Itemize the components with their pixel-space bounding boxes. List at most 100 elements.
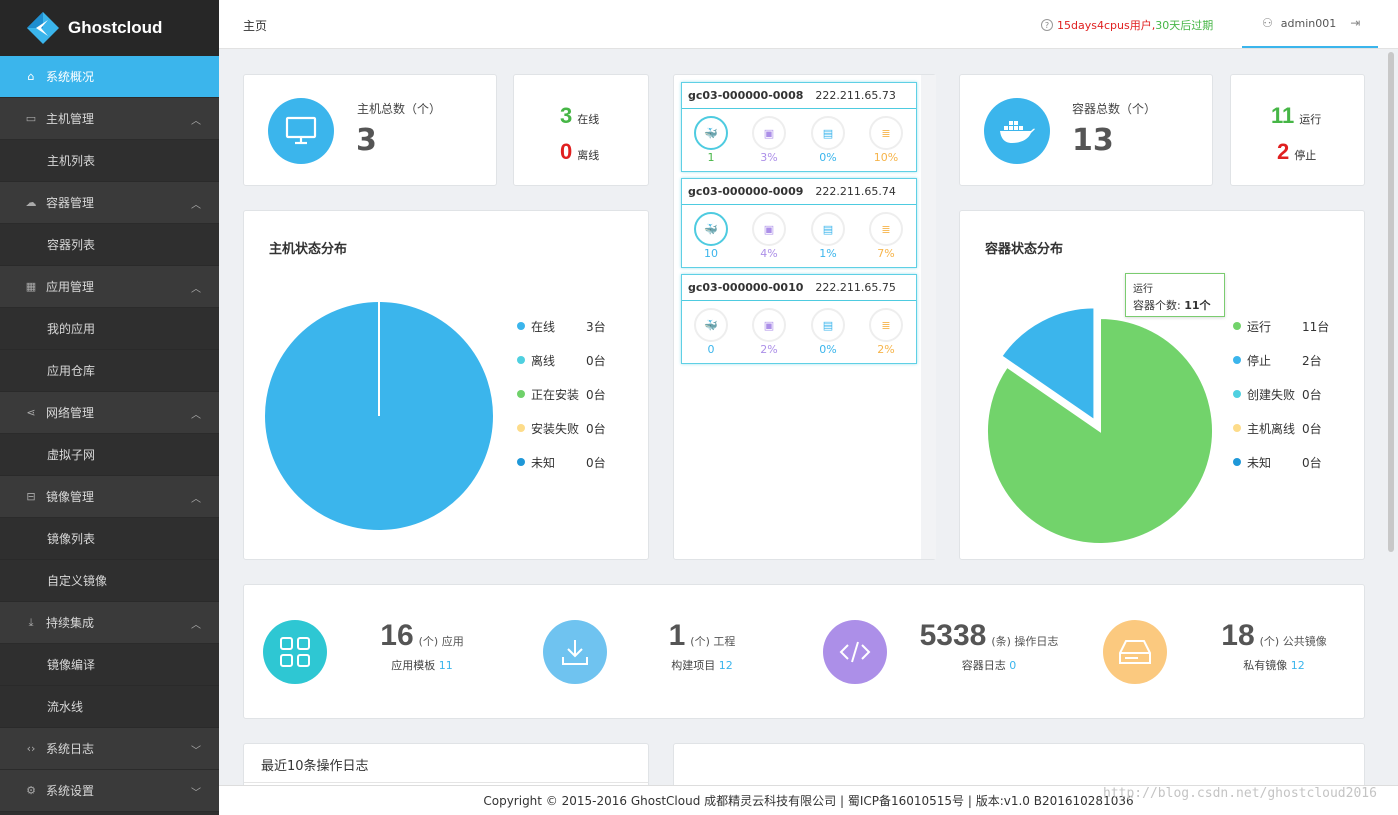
legend-item[interactable]: 未知 0台 xyxy=(517,445,606,479)
legend-item[interactable]: 正在安装 0台 xyxy=(517,377,606,411)
sidebar-item-label: 网络管理 xyxy=(46,406,95,420)
host-list-scrollbar[interactable] xyxy=(921,75,936,559)
disk-icon: ≣ xyxy=(869,308,903,342)
container-running-count: 11 xyxy=(1271,103,1295,128)
page-scrollbar[interactable] xyxy=(1388,52,1394,552)
disk-usage: 10% xyxy=(873,151,899,164)
host-ip: 222.211.65.73 xyxy=(815,89,896,102)
legend-item[interactable]: 主机离线 0台 xyxy=(1233,411,1329,445)
sidebar-item-host-list[interactable]: 主机列表 xyxy=(0,140,219,182)
log-stat: 5338 (条) 操作日志 容器日志 0 xyxy=(904,619,1074,673)
container-log-count[interactable]: 0 xyxy=(1009,659,1017,672)
sidebar-item-custom-image[interactable]: 自定义镜像 xyxy=(0,560,219,602)
sidebar-item-container-management[interactable]: ☁ 容器管理 ︿ xyxy=(0,182,219,224)
disk-icon: ≣ xyxy=(869,212,903,246)
home-icon: ⌂ xyxy=(27,70,35,83)
host-item[interactable]: gc03-000000-0008 222.211.65.73 🐳 1 ▣ 3% ▤ 0%… xyxy=(681,82,917,172)
host-item[interactable]: gc03-000000-0009 222.211.65.74 🐳 10 ▣ 4% ▤ 1… xyxy=(681,178,917,268)
sidebar-item-overview[interactable]: ⌂ 系统概况 xyxy=(0,56,219,98)
docker-icon xyxy=(984,98,1050,164)
app-unit: (个) 应用 xyxy=(418,635,464,648)
legend-item[interactable]: 停止 2台 xyxy=(1233,343,1329,377)
pie-slice[interactable] xyxy=(1000,306,1096,423)
legend-value: 2台 xyxy=(1302,353,1322,368)
legend-marker xyxy=(517,356,525,364)
legend-item[interactable]: 在线 3台 xyxy=(517,309,606,343)
legend-value: 0台 xyxy=(586,387,606,402)
container-total-label: 容器总数（个） xyxy=(1072,102,1157,116)
download-icon: ⤓ xyxy=(28,615,34,629)
sidebar-item-app-management[interactable]: ▦ 应用管理 ︿ xyxy=(0,266,219,308)
sidebar-item-pipeline[interactable]: 流水线 xyxy=(0,686,219,728)
host-name: gc03-000000-0008 xyxy=(688,89,804,102)
chevron-up-icon: ︿ xyxy=(191,494,201,505)
host-item[interactable]: gc03-000000-0010 222.211.65.75 🐳 0 ▣ 2% ▤ 0%… xyxy=(681,274,917,364)
cpu-icon: ▣ xyxy=(752,212,786,246)
username: admin001 xyxy=(1280,16,1337,30)
memory-icon: ▤ xyxy=(811,308,845,342)
legend-label: 创建失败 xyxy=(1247,387,1296,402)
build-project-count[interactable]: 12 xyxy=(718,659,733,672)
footer: Copyright © 2015-2016 GhostCloud 成都精灵云科技… xyxy=(219,785,1398,815)
legend-marker xyxy=(517,458,525,466)
sidebar-item-ci[interactable]: ⤓ 持续集成 ︿ xyxy=(0,602,219,644)
container-total-card: 容器总数（个） 13 xyxy=(959,74,1213,186)
legend-item[interactable]: 创建失败 0台 xyxy=(1233,377,1329,411)
sidebar-item-image-list[interactable]: 镜像列表 xyxy=(0,518,219,560)
breadcrumb[interactable]: 主页 xyxy=(243,19,268,33)
sidebar-item-label: 容器列表 xyxy=(47,238,96,252)
sidebar-item-system-logs[interactable]: ‹› 系统日志 ﹀ xyxy=(0,728,219,770)
operation-log-count: 5338 xyxy=(919,619,987,652)
pie-slice[interactable] xyxy=(986,316,1214,545)
chart-title: 容器状态分布 xyxy=(985,242,1064,257)
sidebar-item-my-apps[interactable]: 我的应用 xyxy=(0,308,219,350)
legend-label: 在线 xyxy=(531,319,556,334)
memory-icon: ▤ xyxy=(811,212,845,246)
sidebar-item-image-management[interactable]: ⊟ 镜像管理 ︿ xyxy=(0,476,219,518)
legend-item[interactable]: 离线 0台 xyxy=(517,343,606,377)
sidebar-item-label: 应用管理 xyxy=(46,280,95,294)
sidebar-item-label: 应用仓库 xyxy=(47,364,96,378)
host-status-chart-card: 主机状态分布 在线 3台 离线 0台 正在安装 0台 安装失败 0台 未知 0台 xyxy=(243,210,649,560)
sidebar-item-label: 主机列表 xyxy=(47,154,96,168)
legend-item[interactable]: 运行 11台 xyxy=(1233,309,1329,343)
question-icon[interactable]: ? xyxy=(1041,19,1053,31)
chart-title: 主机状态分布 xyxy=(269,242,348,257)
cpu-usage: 2% xyxy=(760,343,778,356)
user-menu[interactable]: ⚇ admin001 ⇥ xyxy=(1242,0,1378,48)
sidebar-item-label: 系统概况 xyxy=(46,70,95,84)
docker-icon: 🐳 xyxy=(694,116,728,150)
sidebar-item-label: 自定义镜像 xyxy=(47,574,108,588)
private-image-count[interactable]: 12 xyxy=(1290,659,1305,672)
container-status-pie-chart xyxy=(986,306,1214,545)
sidebar-item-app-store[interactable]: 应用仓库 xyxy=(0,350,219,392)
logo[interactable]: Ghostcloud xyxy=(0,0,219,56)
legend-value: 0台 xyxy=(586,455,606,470)
logout-icon[interactable]: ⇥ xyxy=(1350,16,1361,30)
container-status-chart-card: 容器状态分布 运行 11台 停止 2台 创建失败 0台 主机离线 0台 未知 0台 xyxy=(959,210,1365,560)
sidebar-item-network-management[interactable]: ⋖ 网络管理 ︿ xyxy=(0,392,219,434)
topbar: 主页 ? 15days4cpus用户, 30天后过期 ⚇ admin001 ⇥ xyxy=(219,0,1398,49)
container-count: 1 xyxy=(707,151,715,164)
license-status: ? 15days4cpus用户, 30天后过期 xyxy=(1041,17,1213,33)
legend-item[interactable]: 未知 0台 xyxy=(1233,445,1329,479)
legend-item[interactable]: 安装失败 0台 xyxy=(517,411,606,445)
drive-icon xyxy=(1103,620,1167,684)
grid-icon xyxy=(263,620,327,684)
summary-card: 16 (个) 应用 应用模板 11 1 (个) 工程 构建项目 12 5338 (条)… xyxy=(243,584,1365,719)
app-template-count[interactable]: 11 xyxy=(438,659,453,672)
sidebar-item-container-list[interactable]: 容器列表 xyxy=(0,224,219,266)
legend-value: 0台 xyxy=(1302,455,1322,470)
project-stat: 1 (个) 工程 构建项目 12 xyxy=(642,619,762,673)
sidebar-item-image-build[interactable]: 镜像编译 xyxy=(0,644,219,686)
license-expiry-text: 30天后过期 xyxy=(1155,19,1214,32)
public-image-count: 18 xyxy=(1221,619,1255,652)
sidebar-item-label: 镜像管理 xyxy=(46,490,95,504)
recent-logs-title: 最近10条操作日志 xyxy=(261,759,369,774)
legend-value: 0台 xyxy=(1302,421,1322,436)
operation-log-unit: (条) 操作日志 xyxy=(991,635,1059,648)
sidebar-item-virtual-subnet[interactable]: 虚拟子网 xyxy=(0,434,219,476)
sidebar-item-host-management[interactable]: ▭ 主机管理 ︿ xyxy=(0,98,219,140)
cloud-icon: ☁ xyxy=(25,196,37,209)
sidebar-item-system-settings[interactable]: ⚙ 系统设置 ﹀ xyxy=(0,770,219,812)
